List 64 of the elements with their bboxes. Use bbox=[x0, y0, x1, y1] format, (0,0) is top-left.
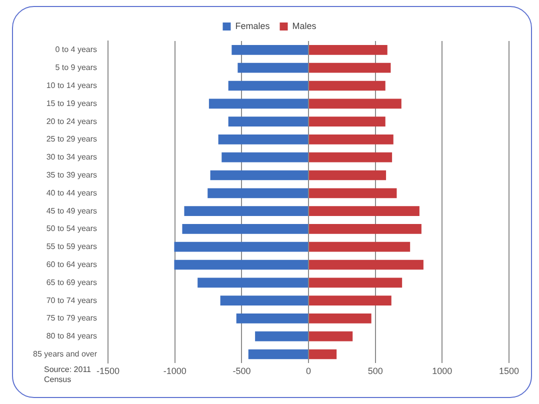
y-tick-label: 5 to 9 years bbox=[55, 63, 98, 72]
bar bbox=[236, 314, 308, 324]
bar bbox=[174, 242, 308, 252]
bar bbox=[232, 45, 308, 55]
y-tick-label: 65 to 69 years bbox=[46, 278, 98, 287]
y-tick-label: 0 to 4 years bbox=[55, 45, 98, 54]
bar bbox=[248, 349, 308, 360]
legend-label: Females bbox=[235, 20, 270, 31]
bar bbox=[255, 331, 308, 342]
y-tick-label: 25 to 29 years bbox=[46, 134, 98, 144]
bar bbox=[198, 278, 308, 288]
bar bbox=[228, 80, 308, 91]
x-tick-label: -1000 bbox=[163, 366, 186, 376]
bar bbox=[309, 278, 402, 288]
bar bbox=[309, 224, 422, 234]
y-tick-label: 50 to 54 years bbox=[46, 224, 98, 234]
bar bbox=[184, 206, 308, 216]
bar bbox=[218, 134, 308, 144]
bar bbox=[309, 152, 392, 162]
y-tick-label: 45 to 49 years bbox=[46, 206, 98, 216]
bar bbox=[309, 349, 337, 360]
bar bbox=[182, 224, 308, 234]
x-tick-label: -1500 bbox=[96, 366, 120, 376]
bar bbox=[222, 152, 308, 162]
y-tick-label: 20 to 24 years bbox=[46, 116, 98, 126]
x-tick-label: 500 bbox=[368, 366, 383, 376]
bar bbox=[174, 260, 308, 270]
bar bbox=[309, 116, 386, 126]
bar bbox=[309, 260, 424, 270]
x-tick-label: 1000 bbox=[432, 366, 452, 376]
bar bbox=[210, 170, 308, 180]
bar bbox=[309, 331, 353, 342]
y-tick-label: 55 to 59 years bbox=[46, 242, 98, 252]
bar bbox=[309, 62, 391, 73]
y-tick-label: 60 to 64 years bbox=[46, 260, 98, 269]
bar bbox=[309, 296, 392, 306]
bar bbox=[208, 98, 308, 109]
bar bbox=[208, 188, 308, 198]
bar bbox=[309, 134, 394, 144]
x-tick-label: 0 bbox=[306, 366, 312, 376]
source-note: Source: 2011 Census bbox=[44, 365, 91, 384]
bar bbox=[238, 62, 308, 73]
x-tick-label: 1500 bbox=[498, 366, 520, 376]
bar bbox=[309, 170, 386, 180]
y-tick-label: 75 to 79 years bbox=[46, 314, 98, 323]
bar bbox=[309, 80, 386, 91]
bar bbox=[228, 116, 308, 126]
bar bbox=[220, 296, 308, 306]
bar bbox=[309, 242, 410, 252]
y-tick-label: 15 to 19 years bbox=[46, 98, 98, 108]
y-tick-label: 10 to 14 years bbox=[46, 80, 98, 90]
bar bbox=[309, 98, 402, 109]
bar bbox=[309, 45, 388, 55]
x-tick-label: -500 bbox=[232, 366, 251, 376]
y-tick-label: 30 to 34 years bbox=[46, 152, 98, 162]
legend-label: Males bbox=[292, 20, 317, 31]
y-tick-label: 40 to 44 years bbox=[46, 188, 98, 198]
bar bbox=[309, 206, 420, 216]
bar bbox=[309, 314, 372, 324]
y-tick-label: 35 to 39 years bbox=[46, 170, 98, 180]
y-tick-label: 80 to 84 years bbox=[46, 332, 98, 341]
bar bbox=[309, 188, 397, 198]
y-tick-label: 70 to 74 years bbox=[46, 296, 98, 305]
y-tick-label: 85 years and over bbox=[32, 349, 98, 358]
